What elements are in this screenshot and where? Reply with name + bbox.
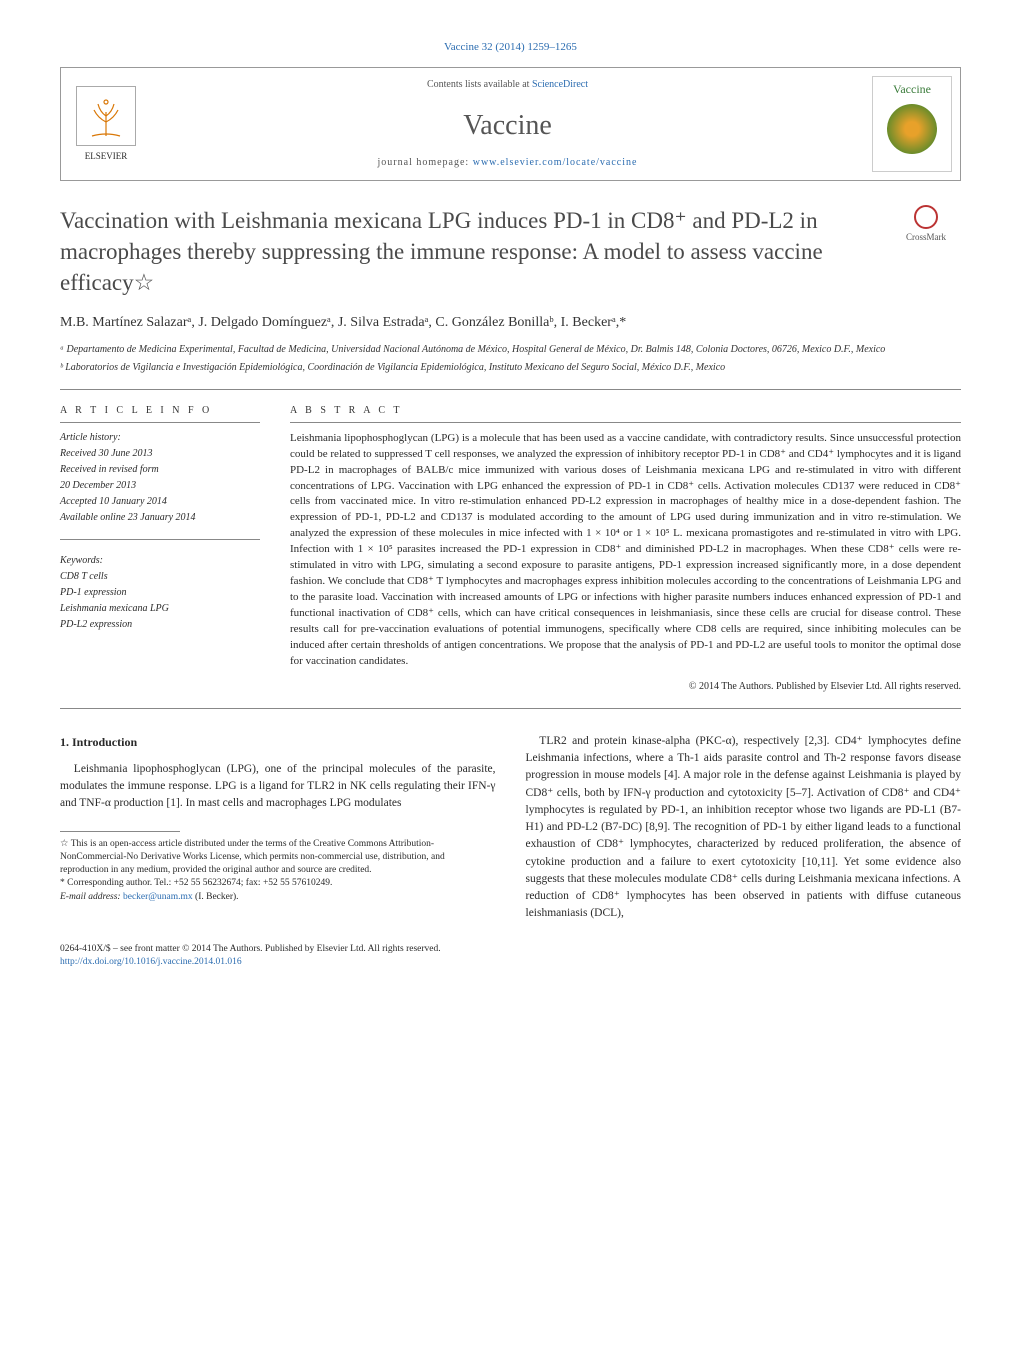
authors-list: M.B. Martínez Salazarᵃ, J. Delgado Domín… [60, 312, 961, 333]
homepage-line: journal homepage: www.elsevier.com/locat… [161, 156, 854, 170]
article-title: Vaccination with Leishmania mexicana LPG… [60, 205, 879, 298]
abstract-copyright: © 2014 The Authors. Published by Elsevie… [290, 680, 961, 694]
elsevier-tree-icon [76, 86, 136, 146]
elsevier-label: ELSEVIER [85, 150, 128, 163]
elsevier-logo: ELSEVIER [61, 68, 151, 179]
homepage-prefix: journal homepage: [378, 157, 473, 168]
history-item: Received 30 June 2013 [60, 447, 260, 461]
history-label: Article history: [60, 431, 260, 445]
sciencedirect-link[interactable]: ScienceDirect [532, 79, 588, 90]
email-footnote: E-mail address: becker@unam.mx (I. Becke… [60, 891, 496, 904]
intro-para-right: TLR2 and protein kinase-alpha (PKC-α), r… [526, 733, 962, 923]
body-columns: 1. Introduction Leishmania lipophosphogl… [60, 733, 961, 923]
journal-name: Vaccine [161, 106, 854, 145]
footnote-separator [60, 831, 180, 832]
cover-image-icon [887, 104, 937, 154]
affiliation-b: ᵇ Laboratorios de Vigilancia e Investiga… [60, 361, 961, 375]
cover-title: Vaccine [893, 81, 931, 98]
open-access-footnote: ☆ This is an open-access article distrib… [60, 838, 496, 878]
abstract-body: Leishmania lipophosphoglycan (LPG) is a … [290, 431, 961, 670]
email-label: E-mail address: [60, 892, 123, 902]
keyword: PD-1 expression [60, 586, 260, 600]
history-item: Available online 23 January 2014 [60, 511, 260, 525]
divider [60, 708, 961, 709]
bottom-meta: 0264-410X/$ – see front matter © 2014 Th… [60, 943, 961, 970]
keyword: Leishmania mexicana LPG [60, 602, 260, 616]
affiliation-a: ᵃ Departamento de Medicina Experimental,… [60, 343, 961, 357]
left-column: 1. Introduction Leishmania lipophosphogl… [60, 733, 496, 923]
abstract-heading: a b s t r a c t [290, 404, 961, 423]
history-item: 20 December 2013 [60, 479, 260, 493]
journal-cover: Vaccine [872, 76, 952, 171]
keywords-label: Keywords: [60, 554, 260, 568]
email-link[interactable]: becker@unam.mx [123, 892, 193, 902]
divider [60, 389, 961, 390]
divider [60, 539, 260, 540]
right-column: TLR2 and protein kinase-alpha (PKC-α), r… [526, 733, 962, 923]
corresponding-footnote: * Corresponding author. Tel.: +52 55 562… [60, 877, 496, 890]
journal-header-box: ELSEVIER Contents lists available at Sci… [60, 67, 961, 180]
crossmark-label: CrossMark [906, 232, 946, 242]
keyword: PD-L2 expression [60, 618, 260, 632]
intro-heading: 1. Introduction [60, 733, 496, 751]
history-item: Accepted 10 January 2014 [60, 495, 260, 509]
intro-left-text: Leishmania lipophosphoglycan (LPG), one … [60, 763, 496, 810]
crossmark-icon [914, 205, 938, 229]
email-suffix: (I. Becker). [193, 892, 239, 902]
keyword: CD8 T cells [60, 570, 260, 584]
contents-prefix: Contents lists available at [427, 79, 532, 90]
article-info-column: a r t i c l e i n f o Article history: R… [60, 404, 260, 694]
intro-para-left: Leishmania lipophosphoglycan (LPG), one … [60, 761, 496, 813]
abstract-column: a b s t r a c t Leishmania lipophosphogl… [290, 404, 961, 694]
header-center: Contents lists available at ScienceDirec… [151, 68, 864, 179]
doi-link[interactable]: http://dx.doi.org/10.1016/j.vaccine.2014… [60, 957, 242, 967]
homepage-link[interactable]: www.elsevier.com/locate/vaccine [473, 157, 638, 168]
front-matter-line: 0264-410X/$ – see front matter © 2014 Th… [60, 943, 961, 956]
history-item: Received in revised form [60, 463, 260, 477]
volume-page-ref: Vaccine 32 (2014) 1259–1265 [60, 40, 961, 55]
contents-line: Contents lists available at ScienceDirec… [161, 78, 854, 92]
crossmark-badge[interactable]: CrossMark [891, 205, 961, 244]
article-info-heading: a r t i c l e i n f o [60, 404, 260, 423]
